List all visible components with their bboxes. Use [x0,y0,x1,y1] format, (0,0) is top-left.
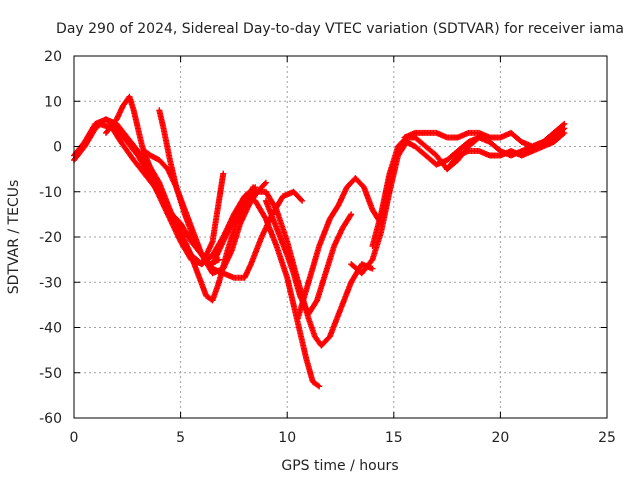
x-tick-labels: 0 5 10 15 20 25 [70,430,616,446]
data-point [561,129,568,136]
data-point [369,265,376,272]
data-point [316,383,323,390]
data-point [348,211,355,218]
series-track-6 [156,107,222,268]
axis-ticks [73,55,608,419]
data-point [299,197,306,204]
series-track-10 [294,175,385,322]
data-point [272,205,279,212]
y-tick-label: -40 [39,321,62,337]
data-point [262,179,269,186]
y-tick-label: -30 [39,275,62,291]
data-layer [71,93,568,390]
data-point [261,180,268,187]
series-track-13 [401,125,568,150]
y-tick-label: 0 [53,140,62,156]
data-point [298,196,305,203]
y-tick-label: 20 [44,49,62,65]
y-axis-title: SDTVAR / TECUs [6,180,22,295]
series-track-14 [444,129,568,173]
x-axis-title: GPS time / hours [281,458,398,474]
data-point [313,298,320,305]
series-track-4 [102,93,306,281]
x-tick-label: 20 [491,430,509,446]
data-point [251,189,258,196]
chart-title: Day 290 of 2024, Sidereal Day-to-day VTE… [56,21,624,37]
data-point [560,130,567,137]
y-tick-label: -50 [39,366,62,382]
x-tick-label: 15 [385,430,403,446]
x-tick-label: 5 [176,430,185,446]
data-point [347,212,354,219]
data-point [220,170,227,177]
y-tick-label: 10 [44,94,62,110]
y-tick-labels: -60 -50 -40 -30 -20 -10 0 10 20 [39,49,62,427]
y-tick-label: -60 [39,411,62,427]
y-tick-label: -10 [39,185,62,201]
data-point [314,382,321,389]
data-point [250,184,257,191]
x-tick-label: 25 [598,430,616,446]
x-tick-label: 10 [278,430,296,446]
series-track-8 [252,197,323,390]
x-tick-label: 0 [70,430,79,446]
y-tick-label: -20 [39,230,62,246]
